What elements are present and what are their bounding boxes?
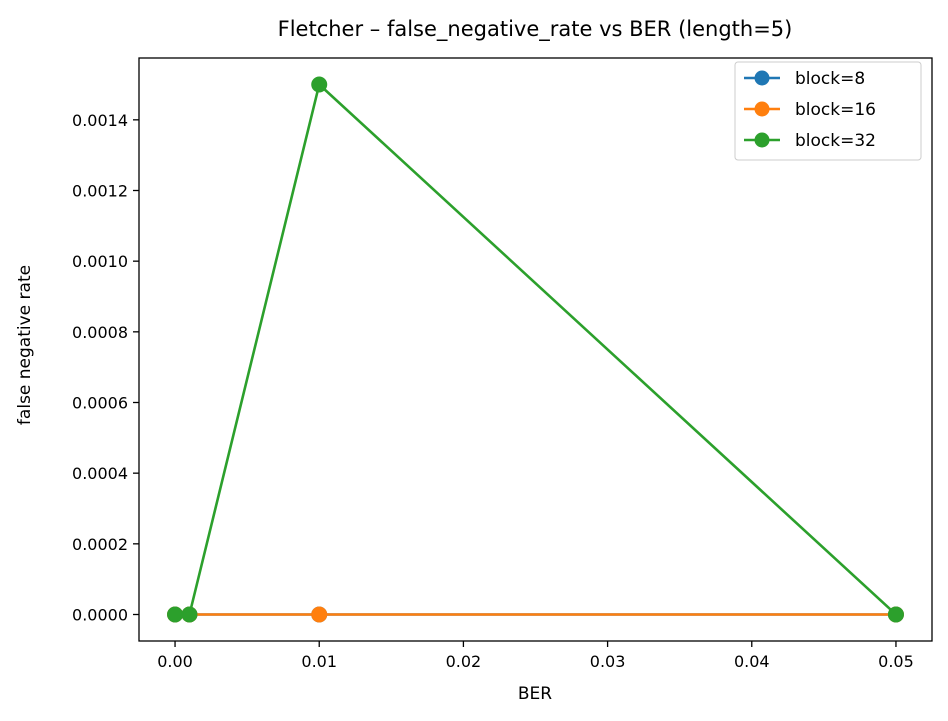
y-tick-label: 0.0000 [72,606,128,625]
y-axis: 0.0000 0.0002 0.0004 0.0006 0.0008 0.0010 0.00… [72,111,139,625]
legend-marker-1 [754,70,770,86]
x-axis: 0.00 0.01 0.02 0.03 0.04 0.05 [157,641,914,671]
chart-title: Fletcher – false_negative_rate vs BER (l… [278,17,793,42]
y-tick-label: 0.0002 [72,535,128,554]
legend-label-2: block=16 [795,100,876,120]
y-tick-label: 0.0006 [72,394,128,413]
x-axis-label: BER [518,684,552,704]
series-3-point [181,606,198,623]
legend-marker-2 [754,101,770,117]
axes-frame [138,57,933,642]
plot-area [138,57,933,642]
series-3-point [887,606,904,623]
x-tick-label: 0.05 [878,652,914,671]
series-3-point [167,606,184,623]
series-3-point [311,76,328,93]
legend-label-3: block=32 [795,131,876,151]
y-tick-label: 0.0010 [72,252,128,271]
y-axis-label: false negative rate [15,265,35,425]
x-tick-label: 0.01 [301,652,337,671]
x-tick-label: 0.02 [446,652,482,671]
legend: block=8 block=16 block=32 [734,61,922,161]
y-tick-label: 0.0014 [72,111,128,130]
series-2-point [311,606,328,623]
x-tick-label: 0.04 [734,652,770,671]
x-tick-label: 0.03 [590,652,626,671]
y-tick-label: 0.0008 [72,323,128,342]
legend-box [734,61,922,161]
y-tick-label: 0.0012 [72,182,128,201]
legend-marker-3 [754,132,770,148]
x-tick-label: 0.00 [157,652,193,671]
y-tick-label: 0.0004 [72,464,128,483]
legend-label-1: block=8 [795,69,865,89]
